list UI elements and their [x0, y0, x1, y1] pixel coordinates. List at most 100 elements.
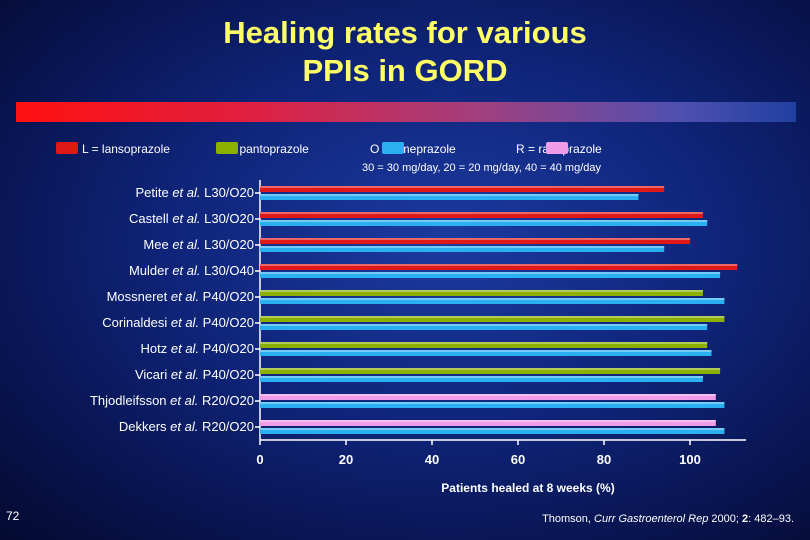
- category-author: Castell: [128, 211, 173, 226]
- category-doses: R20/O20: [198, 393, 254, 408]
- dose-legend-note: 30 = 30 mg/day, 20 = 20 mg/day, 40 = 40 …: [362, 162, 601, 174]
- category-etal: et al.: [170, 341, 200, 356]
- category-label: Vicari et al. P40/O20: [20, 367, 254, 383]
- category-author: Corinaldesi: [102, 315, 171, 330]
- bar-rabeprazole: [260, 420, 716, 426]
- bar-highlight: [260, 290, 703, 292]
- citation-pages: : 482–93.: [748, 513, 794, 525]
- legend-swatch-omeprazole: [382, 142, 404, 154]
- bar-omeprazole: [260, 220, 708, 226]
- bar-omeprazole: [260, 350, 712, 356]
- category-label: Mee et al. L30/O20: [20, 237, 254, 253]
- category-label: Hotz et al. P40/O20: [20, 341, 254, 357]
- bar-highlight: [260, 186, 665, 188]
- slide-title-line-1: Healing rates for various: [223, 15, 587, 50]
- bar-omeprazole: [260, 376, 703, 382]
- category-etal: et al.: [170, 393, 199, 408]
- bar-rabeprazole: [260, 394, 716, 400]
- bar-highlight: [260, 350, 712, 352]
- x-tick-label: 40: [424, 452, 440, 467]
- page-number: 72: [6, 509, 20, 523]
- bar-omeprazole: [260, 272, 721, 278]
- bar-omeprazole: [260, 324, 708, 330]
- category-etal: et al.: [172, 211, 201, 226]
- category-etal: et al.: [170, 289, 200, 304]
- legend-label-lansoprazole: L = lansoprazole: [82, 142, 170, 156]
- category-doses: P40/O20: [199, 315, 254, 330]
- citation-journal: Curr Gastroenterol Rep: [594, 513, 709, 525]
- category-label: Corinaldesi et al. P40/O20: [20, 315, 254, 331]
- category-author: Vicari: [134, 367, 171, 382]
- legend-swatch-lansoprazole: [56, 142, 78, 154]
- bar-pantoprazole: [260, 316, 725, 322]
- category-doses: L30/O20: [200, 185, 254, 200]
- bar-highlight: [260, 402, 725, 404]
- bar-highlight: [260, 246, 665, 248]
- bar-highlight: [260, 316, 725, 318]
- category-author: Hotz: [140, 341, 171, 356]
- bar-pantoprazole: [260, 290, 703, 296]
- category-doses: P40/O20: [199, 367, 254, 382]
- x-axis-label: Patients healed at 8 weeks (%): [441, 481, 615, 495]
- bar-highlight: [260, 420, 716, 422]
- category-label: Mossneret et al. P40/O20: [20, 289, 254, 305]
- category-author: Mossneret: [106, 289, 171, 304]
- citation-prefix: Thomson,: [542, 513, 595, 525]
- bar-lansoprazole: [260, 212, 703, 218]
- category-etal: et al.: [172, 237, 201, 252]
- x-tick-label: 0: [256, 452, 264, 467]
- category-label: Thjodleifsson et al. R20/O20: [20, 393, 254, 409]
- bar-lansoprazole: [260, 264, 738, 270]
- category-author: Dekkers: [118, 419, 171, 434]
- category-label: Dekkers et al. R20/O20: [20, 419, 254, 435]
- bar-omeprazole: [260, 428, 725, 434]
- category-etal: et al.: [172, 185, 201, 200]
- category-doses: L30/O40: [200, 263, 254, 278]
- bar-omeprazole: [260, 298, 725, 304]
- x-tick-label: 20: [338, 452, 354, 467]
- bar-highlight: [260, 194, 639, 196]
- category-doses: R20/O20: [198, 419, 254, 434]
- category-etal: et al.: [170, 315, 200, 330]
- bar-highlight: [260, 298, 725, 300]
- bar-pantoprazole: [260, 342, 708, 348]
- bar-omeprazole: [260, 246, 665, 252]
- slide-title: Healing rates for various PPIs in GORD: [0, 14, 810, 90]
- bar-highlight: [260, 212, 703, 214]
- category-author: Thjodleifsson: [89, 393, 171, 408]
- x-tick-label: 80: [596, 452, 612, 467]
- bar-highlight: [260, 394, 716, 396]
- category-doses: L30/O20: [200, 237, 254, 252]
- citation: Thomson, Curr Gastroenterol Rep 2000; 2:…: [542, 512, 794, 526]
- citation-volume: 2: [742, 513, 749, 525]
- bar-highlight: [260, 324, 708, 326]
- category-doses: P40/O20: [199, 341, 254, 356]
- category-label: Petite et al. L30/O20: [20, 185, 254, 201]
- bar-omeprazole: [260, 402, 725, 408]
- bar-highlight: [260, 368, 721, 370]
- bar-highlight: [260, 376, 703, 378]
- bar-highlight: [260, 264, 738, 266]
- category-author: Mee: [143, 237, 173, 252]
- x-tick-label: 60: [510, 452, 526, 467]
- bar-highlight: [260, 220, 708, 222]
- category-doses: L30/O20: [200, 211, 254, 226]
- bar-highlight: [260, 428, 725, 430]
- legend-label-pantoprazole: P = pantoprazole: [218, 142, 309, 156]
- bar-omeprazole: [260, 194, 639, 200]
- category-etal: et al.: [170, 367, 200, 382]
- bar-pantoprazole: [260, 368, 721, 374]
- x-tick-label: 100: [679, 452, 701, 467]
- bar-lansoprazole: [260, 238, 690, 244]
- category-label: Mulder et al. L30/O40: [20, 263, 254, 279]
- slide-title-line-2: PPIs in GORD: [302, 53, 508, 88]
- legend-swatch-rabeprazole: [546, 142, 568, 154]
- legend-swatch-pantoprazole: [216, 142, 238, 154]
- bar-highlight: [260, 272, 721, 274]
- category-label: Castell et al. L30/O20: [20, 211, 254, 227]
- bar-highlight: [260, 238, 690, 240]
- bar-lansoprazole: [260, 186, 665, 192]
- category-author: Mulder: [128, 263, 173, 278]
- category-etal: et al.: [170, 419, 199, 434]
